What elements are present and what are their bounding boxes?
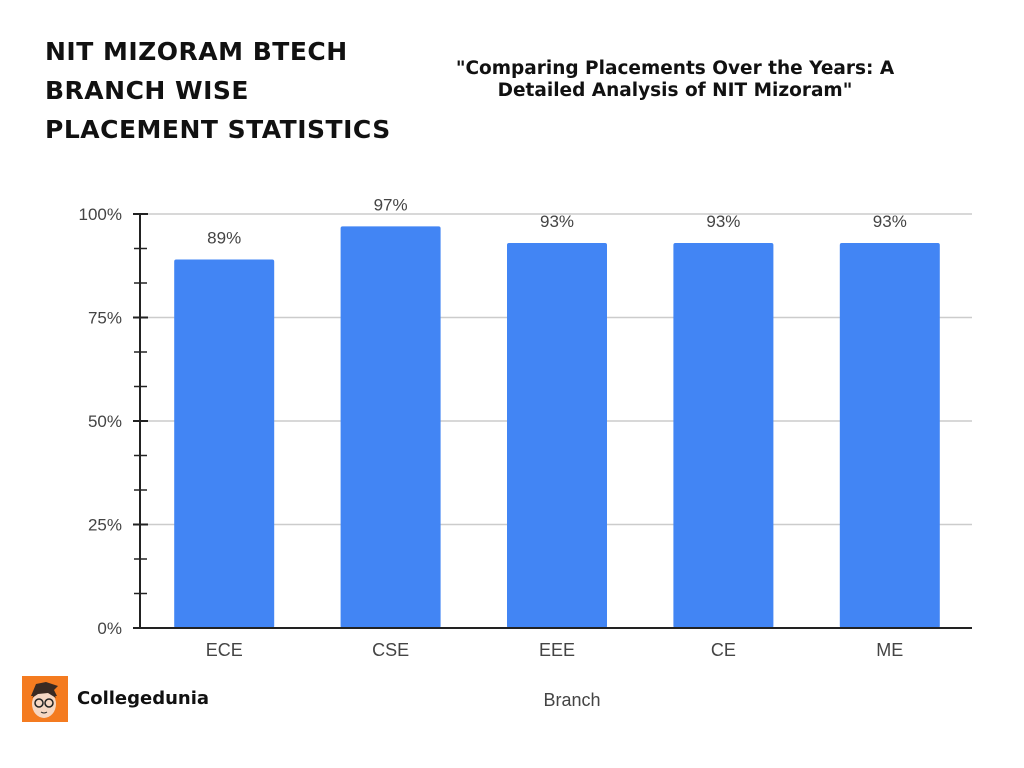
- x-tick-label: EEE: [539, 640, 575, 660]
- main-title: NIT MIZORAM BTECH BRANCH WISE PLACEMENT …: [45, 32, 445, 149]
- data-label: 93%: [706, 212, 740, 231]
- title-line: PLACEMENT STATISTICS: [45, 115, 391, 144]
- x-tick-label: ME: [876, 640, 903, 660]
- data-label: 97%: [374, 195, 408, 214]
- data-label: 93%: [540, 212, 574, 231]
- x-tick-label: CE: [711, 640, 736, 660]
- x-tick-label: ECE: [206, 640, 243, 660]
- bar-ce: [673, 242, 774, 629]
- bar-me: [839, 242, 940, 629]
- chart-subtitle: "Comparing Placements Over the Years: A …: [430, 58, 920, 102]
- bar-ece: [174, 259, 275, 628]
- y-tick-label: 0%: [97, 619, 122, 638]
- mascot-icon: [31, 682, 58, 718]
- y-tick-label: 100%: [79, 205, 122, 224]
- x-axis-label: Branch: [543, 690, 600, 710]
- bar-eee: [507, 242, 607, 629]
- y-tick-label: 50%: [88, 412, 122, 431]
- subtitle-line: "Comparing Placements Over the Years: A: [455, 58, 895, 79]
- x-tick-label: CSE: [372, 640, 409, 660]
- bar-cse: [340, 226, 441, 629]
- data-label: 93%: [873, 212, 907, 231]
- brand-name: Collegedunia: [77, 688, 210, 709]
- title-line: BRANCH WISE: [45, 76, 250, 105]
- subtitle-line: Detailed Analysis of NIT Mizoram": [497, 80, 853, 101]
- y-tick-label: 25%: [88, 516, 122, 535]
- title-line: NIT MIZORAM BTECH: [45, 37, 348, 66]
- data-label: 89%: [207, 229, 241, 248]
- collegedunia-logo: [22, 676, 68, 722]
- y-tick-label: 75%: [88, 309, 122, 328]
